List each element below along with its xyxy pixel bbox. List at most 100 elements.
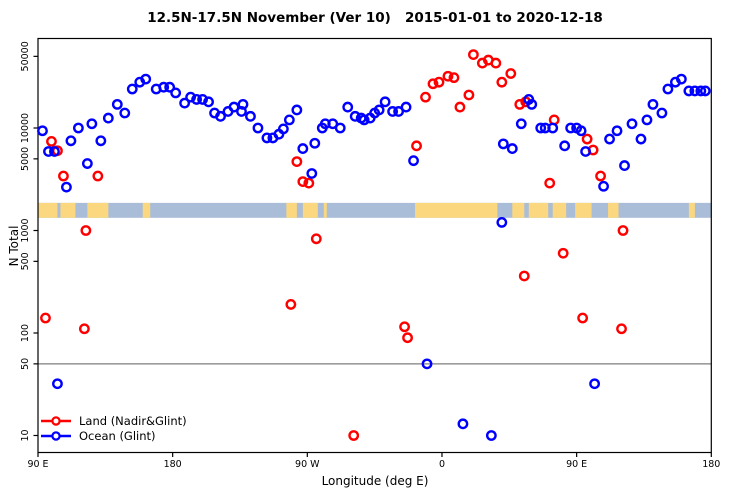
land-point (514, 98, 526, 110)
ocean-point (598, 180, 609, 192)
ocean-point (547, 122, 559, 134)
ocean-point (575, 125, 587, 137)
ocean-point (245, 110, 256, 122)
y-tick-label: 500 (20, 252, 31, 270)
land-point (433, 76, 445, 88)
y-tick-label: 10000 (20, 113, 31, 143)
ocean-point (400, 101, 412, 113)
ocean-point (496, 216, 508, 228)
ocean-point (164, 81, 176, 93)
legend-item-land: Land (Nadir&Glint) (40, 413, 187, 428)
ocean-point (699, 85, 711, 97)
tick-labels: 90 E 180 90 W 0 90 E 180 10 50 100 500 1000 5000 100… (20, 41, 720, 470)
ocean-point (535, 122, 547, 134)
ocean-point (611, 125, 623, 137)
land-point (285, 299, 297, 310)
land-point (518, 270, 530, 282)
land-point (78, 323, 90, 335)
ocean-point (565, 122, 577, 134)
plot-border (37, 37, 712, 454)
ocean-point (457, 418, 469, 430)
x-tick-label: 90 W (295, 459, 320, 470)
map-band-land (528, 202, 549, 218)
ocean-point (197, 94, 208, 105)
ocean-point (72, 122, 84, 134)
ocean-point (252, 122, 264, 134)
ocean-point (379, 96, 391, 108)
ocean-point (656, 107, 668, 119)
y-tick-label: 10 (20, 429, 31, 441)
axes (33, 37, 712, 457)
ocean-point (119, 107, 131, 119)
ocean-point (641, 114, 653, 126)
map-band-land (552, 202, 567, 218)
ocean-point (185, 91, 197, 103)
ocean-point (126, 83, 138, 95)
land-point (303, 177, 315, 189)
x-tick-label: 180 (702, 459, 720, 470)
ocean-series (37, 73, 711, 441)
ocean-point (647, 98, 659, 110)
ocean-point (526, 98, 538, 110)
map-band-land (302, 202, 318, 218)
ocean-point (140, 73, 152, 85)
ocean-point (191, 94, 202, 105)
ocean-point (559, 140, 571, 152)
map-band-land (323, 202, 327, 218)
ocean-point (179, 97, 191, 109)
ocean-point (421, 358, 433, 370)
ocean-point (689, 85, 701, 97)
land-point (468, 49, 479, 61)
y-axis-label: N Total (7, 225, 21, 267)
ocean-point (170, 87, 182, 99)
ocean-point (291, 104, 303, 116)
ocean-point (228, 101, 240, 113)
land-point (463, 89, 475, 101)
map-band-land (38, 202, 58, 218)
x-tick-label: 180 (164, 459, 182, 470)
ocean-point (61, 181, 72, 193)
ocean-point (619, 160, 630, 171)
map-band-land (512, 202, 525, 218)
ocean-point (81, 158, 93, 169)
y-tick-label: 50 (20, 358, 31, 370)
land-point (505, 68, 517, 79)
legend-label-land: Land (Nadir&Glint) (79, 413, 187, 428)
ocean-point (261, 132, 273, 144)
ocean-point (297, 143, 309, 154)
land-point (40, 312, 51, 324)
ocean-point (52, 378, 63, 390)
land-point (297, 176, 309, 187)
land-point (496, 76, 508, 88)
ocean-point (215, 110, 226, 122)
ocean-point (604, 133, 615, 145)
land-legend-marker-icon (41, 415, 71, 426)
ocean-point (635, 133, 647, 145)
land-point (411, 140, 422, 152)
ocean-point (283, 114, 295, 126)
land-point (490, 57, 502, 69)
ocean-legend-marker-icon (41, 430, 71, 441)
ocean-point (86, 118, 98, 130)
ocean-point (306, 168, 318, 179)
x-axis-label: Longitude (deg E) (321, 474, 429, 488)
ocean-point (373, 104, 385, 116)
y-tick-label: 1000 (20, 218, 31, 242)
ocean-point (662, 83, 674, 95)
ocean-point (102, 112, 114, 124)
land-point (427, 78, 439, 90)
land-point (454, 101, 466, 113)
y-tick-label: 5000 (20, 147, 31, 171)
ocean-point (111, 98, 123, 110)
map-band-land (60, 202, 76, 218)
ocean-point (683, 85, 695, 97)
legend-label-ocean: Ocean (Glint) (79, 428, 156, 443)
ocean-point (497, 138, 509, 150)
ocean-point (37, 125, 48, 137)
ocean-point (277, 123, 289, 135)
ocean-point (342, 101, 354, 113)
map-band-land (87, 202, 109, 218)
ocean-point (393, 106, 404, 117)
